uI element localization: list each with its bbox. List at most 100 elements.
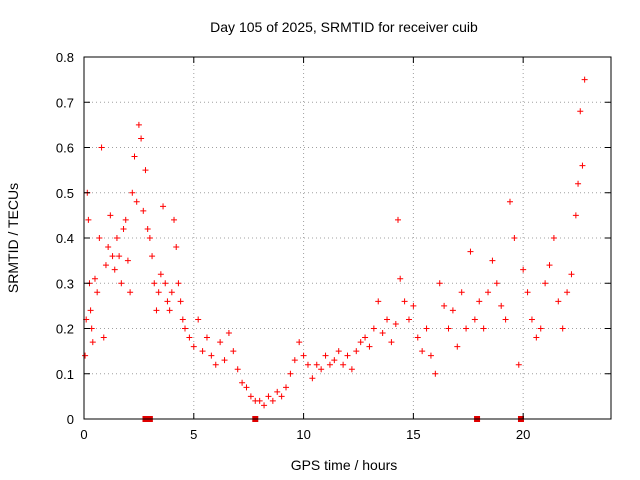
y-tick-label: 0.1 [56,367,74,382]
data-point [239,379,246,386]
data-point [384,316,391,323]
data-point [190,343,197,350]
data-point [427,352,434,359]
data-point [533,334,540,341]
data-point [89,339,96,346]
data-point [153,307,160,314]
data-point [247,393,254,400]
data-point [166,307,173,314]
data-point [212,361,219,368]
data-point [357,339,364,346]
data-point [480,325,487,332]
data-point [568,271,575,278]
data-point [331,357,338,364]
data-point [269,397,276,404]
data-point [511,235,518,241]
data-point [419,348,426,355]
data-point [313,361,320,368]
data-point [489,257,496,264]
data-point [85,216,92,223]
data-point [217,339,224,346]
data-point [423,325,430,332]
grid-lines [84,57,611,419]
data-point [199,348,206,355]
data-point [133,198,140,205]
data-point [340,361,347,368]
data-point [203,334,210,341]
y-tick-label: 0.2 [56,322,74,337]
data-point [261,402,268,409]
data-point [379,330,386,337]
data-point [142,167,149,174]
data-point [162,280,169,287]
data-point [515,361,522,368]
data-point [149,253,156,260]
data-point [160,203,167,210]
data-point [243,384,250,391]
chart-title: Day 105 of 2025, SRMTID for receiver cui… [210,19,478,35]
data-point [138,135,145,142]
data-point [144,225,151,232]
data-point [278,393,285,400]
data-point [542,280,549,287]
data-point [94,289,101,296]
data-point [555,298,562,305]
data-point [362,334,369,341]
data-point [410,302,417,309]
data-point [300,352,307,359]
data-point [546,262,553,269]
data-point [131,153,138,160]
data-point [82,352,89,359]
data-point [485,289,492,296]
data-point [221,357,228,364]
data-point [127,289,134,296]
data-point [265,393,272,400]
data-point [195,316,202,323]
y-tick-label: 0 [67,412,74,427]
data-point [467,248,474,255]
data-point [326,361,333,368]
data-point [225,330,232,337]
data-point [344,352,351,359]
data-point [182,325,189,332]
data-point [173,244,180,251]
data-point [87,307,94,314]
x-axis-label: GPS time / hours [291,457,398,473]
data-point [395,216,402,223]
data-point [164,298,171,305]
data-point [296,339,303,346]
data-point [304,361,311,368]
data-point [100,334,107,341]
data-point [370,325,377,332]
data-point [441,302,448,309]
data-point [392,320,399,327]
data-point [353,348,360,355]
data-point [113,235,120,241]
data-point [91,275,98,282]
data-point [528,316,535,323]
data-point [579,162,586,169]
data-point [175,280,182,287]
data-point [107,212,114,219]
data-point [124,257,131,264]
data-point [122,216,129,223]
data-point [291,357,298,364]
data-point [151,280,158,287]
data-point [274,388,281,395]
data-point [129,189,136,196]
x-tick-label: 0 [80,427,87,442]
y-axis-label: SRMTID / TECUs [5,183,21,293]
data-point [414,334,421,341]
data-point [105,244,112,251]
data-point [283,384,290,391]
data-point [155,289,162,296]
data-point [140,207,147,214]
data-point [498,302,505,309]
x-tick-label: 20 [516,427,530,442]
data-point [335,348,342,355]
data-point [256,397,263,404]
data-point [318,366,325,373]
data-point [118,280,125,287]
data-point [520,266,527,273]
data-point [445,325,452,332]
